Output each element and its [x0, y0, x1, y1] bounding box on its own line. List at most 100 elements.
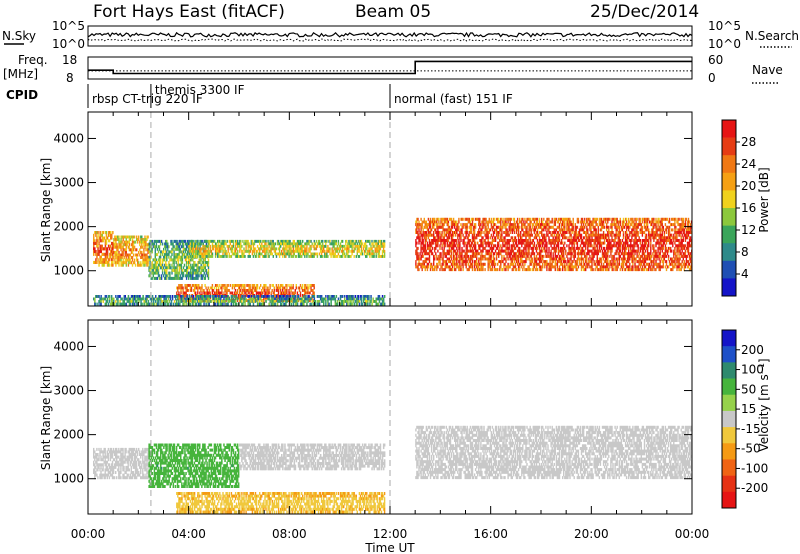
data-cell: [192, 284, 195, 287]
data-cell: [446, 239, 448, 242]
data-cell: [459, 257, 461, 261]
data-cell: [298, 249, 301, 253]
data-cell: [487, 239, 489, 242]
data-cell: [118, 295, 120, 298]
data-cell: [528, 217, 530, 221]
data-cell: [438, 254, 440, 258]
data-cell: [234, 242, 237, 246]
data-cell: [166, 263, 168, 267]
data-cell: [466, 249, 468, 253]
data-cell: [122, 300, 124, 303]
data-cell: [282, 286, 284, 290]
data-cell: [473, 233, 476, 237]
data-cell: [148, 269, 150, 272]
data-cell: [369, 239, 371, 243]
data-cell: [523, 254, 525, 258]
data-cell: [425, 265, 428, 269]
data-cell: [346, 249, 348, 253]
data-cell: [178, 286, 180, 290]
data-cell: [368, 295, 370, 298]
data-cell: [538, 257, 541, 261]
data-cell: [525, 236, 527, 240]
data-cell: [519, 268, 521, 272]
data-cell: [323, 244, 325, 248]
data-cell: [464, 231, 466, 234]
data-cell: [373, 252, 375, 256]
data-cell: [316, 244, 319, 248]
data-cell: [286, 284, 288, 287]
data-cell: [349, 302, 351, 306]
data-cell: [243, 289, 245, 292]
data-cell: [448, 228, 451, 232]
data-cell: [320, 244, 323, 248]
data-cell: [244, 249, 246, 253]
data-cell: [137, 238, 139, 241]
data-cell: [248, 255, 250, 258]
data-cell: [421, 262, 423, 266]
data-cell: [139, 253, 141, 257]
data-cell: [425, 223, 428, 227]
data-cell: [331, 239, 333, 243]
data-cell: [211, 289, 214, 292]
data-cell: [330, 295, 332, 298]
data-cell: [463, 254, 465, 258]
data-cell: [192, 249, 195, 253]
data-cell: [304, 300, 306, 303]
data-cell: [538, 220, 541, 224]
data-cell: [415, 241, 417, 245]
data-cell: [123, 297, 125, 301]
data-cell: [336, 247, 339, 251]
data-cell: [222, 244, 224, 248]
data-cell: [527, 239, 529, 242]
data-cell: [179, 274, 181, 278]
data-cell: [267, 242, 269, 246]
data-cell: [255, 289, 258, 292]
data-cell: [231, 244, 234, 248]
data-cell: [122, 261, 124, 265]
data-cell: [546, 225, 548, 229]
data-cell: [481, 262, 483, 266]
data-cell: [182, 253, 185, 257]
data-cell: [272, 291, 274, 295]
data-cell: [470, 265, 473, 269]
data-cell: [558, 236, 561, 240]
data-cell: [110, 300, 113, 303]
data-cell: [489, 241, 491, 245]
data-cell: [200, 239, 202, 243]
data-cell: [241, 255, 243, 258]
data-cell: [216, 244, 218, 248]
data-cell: [287, 297, 289, 301]
data-cell: [272, 297, 275, 301]
data-cell: [158, 247, 161, 251]
data-cell: [105, 231, 108, 235]
data-cell: [333, 239, 335, 243]
data-cell: [416, 246, 418, 250]
data-cell: [189, 255, 192, 258]
data-cell: [554, 217, 556, 221]
data-cell: [544, 262, 546, 266]
data-cell: [254, 239, 257, 243]
data-cell: [207, 302, 209, 306]
data-cell: [250, 289, 252, 292]
data-cell: [169, 276, 171, 280]
data-cell: [461, 228, 463, 232]
data-cell: [382, 249, 385, 253]
data-cell: [494, 223, 497, 227]
data-cell: [283, 252, 285, 256]
data-cell: [117, 238, 119, 241]
data-cell: [280, 239, 282, 243]
data-cell: [165, 250, 167, 254]
data-cell: [317, 239, 320, 243]
data-cell: [447, 223, 450, 227]
data-cell: [118, 253, 120, 257]
data-cell: [484, 257, 486, 261]
data-cell: [357, 300, 360, 303]
data-cell: [441, 233, 443, 237]
data-cell: [102, 297, 104, 301]
data-cell: [151, 266, 153, 270]
data-cell: [113, 250, 115, 254]
data-cell: [256, 291, 259, 295]
data-cell: [212, 297, 215, 301]
data-cell: [292, 239, 294, 243]
data-cell: [151, 271, 153, 275]
